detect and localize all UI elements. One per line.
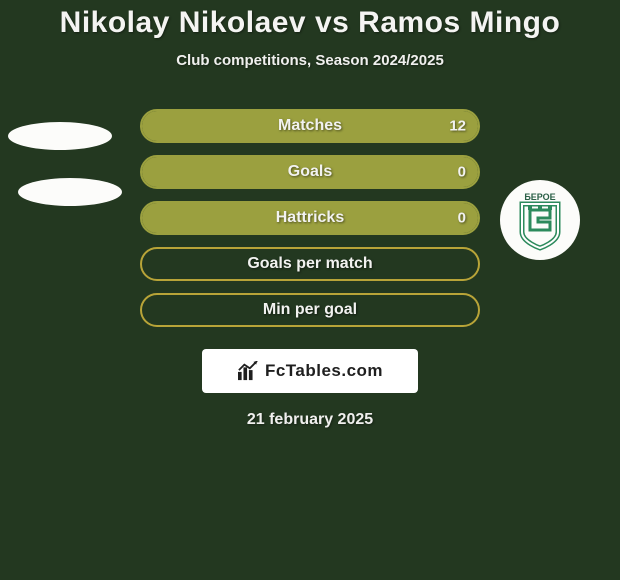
stat-label: Hattricks: [276, 209, 344, 227]
stat-bar-group: Matches 12 Goals 0 Hattricks 0 Goals per…: [140, 109, 480, 327]
stat-value: 0: [458, 164, 466, 181]
stat-label: Matches: [278, 117, 342, 135]
brand-box: FcTables.com: [202, 349, 418, 393]
page-title: Nikolay Nikolaev vs Ramos Mingo: [60, 6, 561, 40]
stat-row-goals-per-match: Goals per match: [140, 247, 480, 281]
badge-text: БЕРОЕ: [524, 192, 555, 202]
stat-value: 0: [458, 210, 466, 227]
stat-label: Goals per match: [247, 255, 372, 273]
stat-row-min-per-goal: Min per goal: [140, 293, 480, 327]
team-badge-right: БЕРОЕ: [500, 180, 580, 260]
stat-label: Min per goal: [263, 301, 357, 319]
stat-row-matches: Matches 12: [140, 109, 480, 143]
stat-label: Goals: [288, 163, 332, 181]
stat-value: 12: [449, 118, 466, 135]
stat-row-hattricks: Hattricks 0: [140, 201, 480, 235]
brand-logo-icon: [237, 361, 259, 381]
date-label: 21 february 2025: [247, 411, 373, 429]
stat-row-goals: Goals 0: [140, 155, 480, 189]
player-avatar-left-1: [8, 122, 112, 150]
player-avatar-left-2: [18, 178, 122, 206]
subtitle: Club competitions, Season 2024/2025: [176, 52, 444, 69]
brand-text: FcTables.com: [265, 361, 383, 381]
team-crest-icon: БЕРОЕ: [510, 188, 570, 252]
